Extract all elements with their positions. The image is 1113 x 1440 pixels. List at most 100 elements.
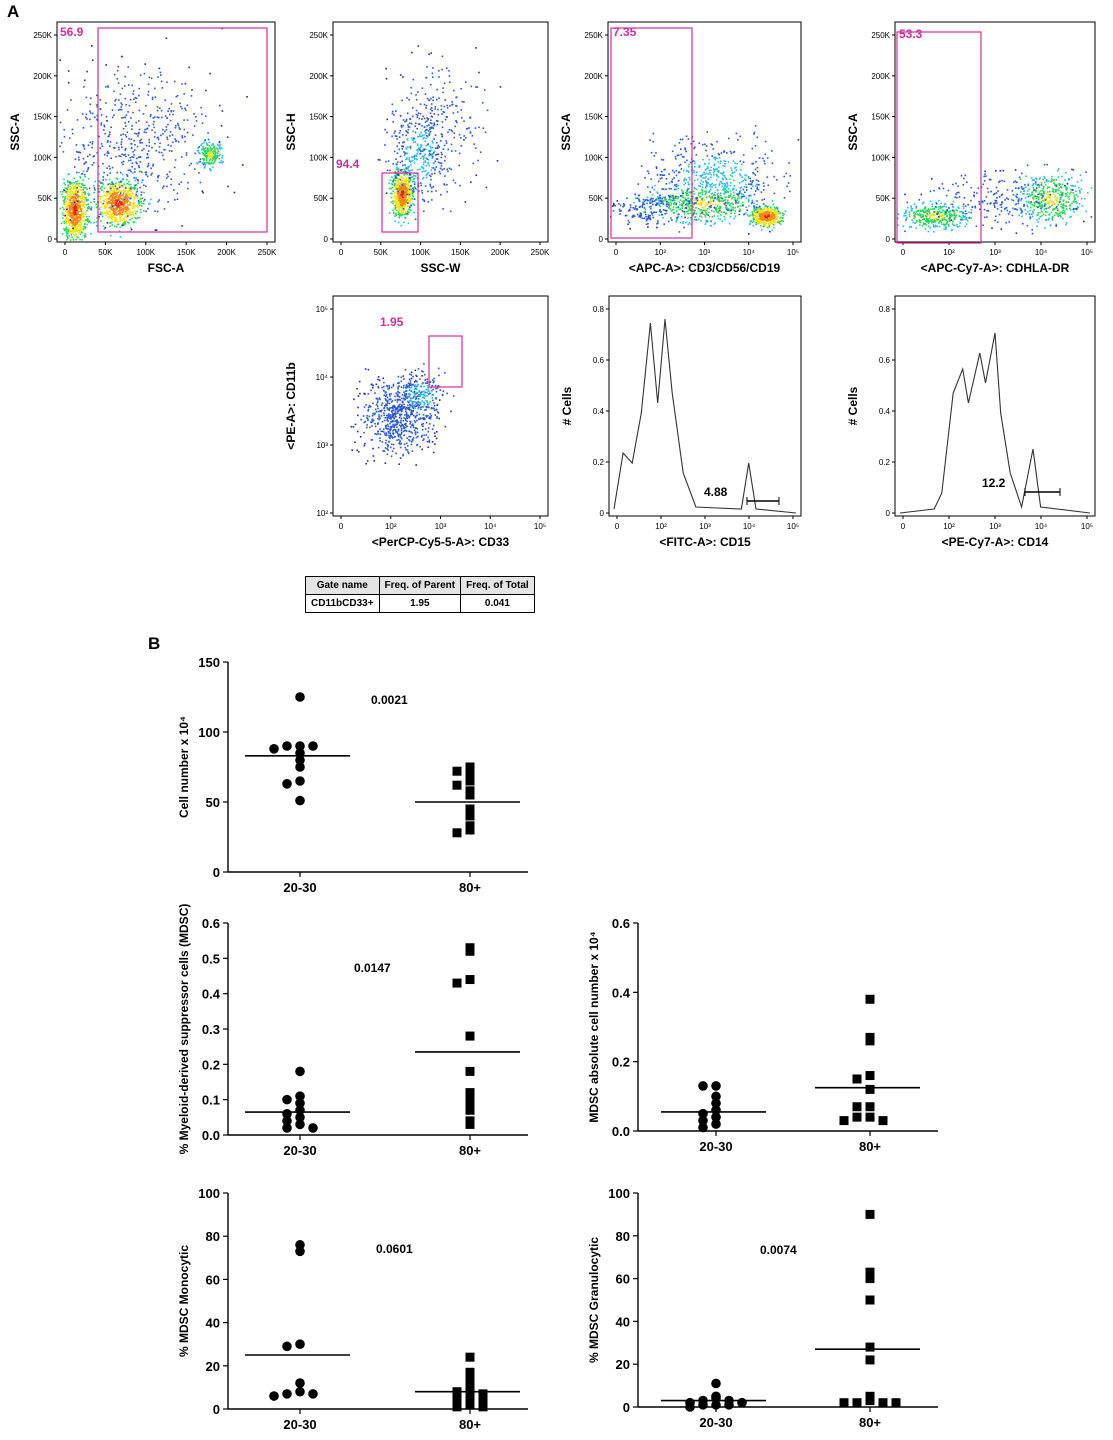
event-dot — [916, 220, 918, 222]
event-dot — [400, 188, 402, 190]
event-dot — [415, 122, 417, 125]
event-dot — [768, 225, 770, 228]
event-dot — [652, 197, 654, 200]
event-dot — [777, 216, 779, 218]
event-dot — [443, 111, 445, 114]
event-dot — [760, 221, 762, 224]
x-tick-label: 150K — [451, 248, 470, 257]
event-dot — [68, 173, 70, 175]
event-dot — [686, 210, 689, 212]
event-dot — [949, 215, 952, 217]
event-dot — [666, 205, 668, 208]
event-dot — [445, 142, 448, 144]
event-dot — [394, 188, 396, 191]
event-dot — [70, 197, 73, 200]
event-dot — [441, 126, 444, 129]
event-dot — [441, 113, 443, 115]
event-dot — [407, 132, 409, 134]
event-dot — [117, 211, 119, 213]
event-dot — [441, 153, 443, 156]
event-dot — [721, 197, 723, 200]
event-dot — [106, 192, 108, 194]
event-dot — [643, 203, 646, 206]
event-dot — [209, 146, 212, 149]
event-dot — [952, 211, 955, 213]
event-dot — [127, 200, 130, 202]
event-dot — [757, 207, 760, 209]
event-dot — [122, 205, 125, 208]
event-dot — [121, 184, 123, 187]
event-dot — [154, 142, 156, 145]
event-dot — [695, 174, 698, 177]
event-dot — [193, 168, 196, 170]
x-axis-label: SSC-W — [421, 261, 462, 275]
event-dot — [706, 208, 709, 210]
event-dot — [779, 217, 781, 220]
event-dot — [716, 157, 718, 159]
event-dot — [131, 125, 133, 127]
event-dot — [701, 174, 704, 176]
event-dot — [390, 187, 393, 190]
event-dot — [724, 160, 727, 163]
event-dot — [69, 199, 72, 201]
event-dot — [136, 162, 138, 165]
event-dot — [125, 155, 127, 158]
event-dot — [649, 214, 651, 217]
event-dot — [771, 150, 773, 152]
event-dot — [407, 179, 409, 181]
event-dot — [460, 137, 462, 139]
event-dot — [112, 206, 114, 208]
event-dot — [932, 208, 934, 210]
event-dot — [486, 109, 489, 112]
event-dot — [122, 133, 124, 136]
event-dot — [135, 184, 138, 186]
event-dot — [964, 212, 966, 215]
event-dot — [71, 236, 73, 239]
event-dot — [103, 153, 106, 156]
event-dot — [81, 197, 83, 199]
event-dot — [134, 184, 136, 187]
event-dot — [194, 116, 197, 118]
event-dot — [82, 194, 84, 197]
event-dot — [65, 191, 68, 193]
event-dot — [196, 149, 199, 152]
event-dot — [150, 174, 152, 176]
event-dot — [83, 145, 85, 148]
event-dot — [757, 188, 760, 191]
event-dot — [427, 162, 430, 164]
event-dot — [83, 148, 86, 150]
event-dot — [700, 179, 703, 182]
event-dot — [83, 220, 86, 222]
event-dot — [712, 200, 715, 202]
event-dot — [444, 155, 447, 158]
event-dot — [149, 115, 152, 118]
event-dot — [413, 198, 416, 200]
event-dot — [401, 206, 403, 208]
event-dot — [75, 212, 77, 215]
event-dot — [120, 198, 123, 200]
event-dot — [119, 200, 121, 202]
event-dot — [68, 195, 71, 197]
event-dot — [668, 205, 670, 207]
event-dot — [409, 177, 412, 179]
event-dot — [131, 156, 133, 158]
event-dot — [412, 189, 415, 191]
event-dot — [718, 206, 721, 208]
event-dot — [121, 204, 123, 206]
event-dot — [469, 131, 472, 133]
event-dot — [441, 55, 444, 58]
event-dot — [116, 78, 119, 80]
event-dot — [950, 212, 952, 215]
event-dot — [78, 221, 81, 223]
event-dot — [409, 200, 412, 202]
event-dot — [105, 214, 107, 217]
event-dot — [726, 152, 728, 154]
event-dot — [962, 214, 964, 217]
event-dot — [408, 208, 410, 210]
event-dot — [933, 207, 936, 210]
event-dot — [113, 147, 115, 149]
event-dot — [82, 205, 84, 208]
event-dot — [65, 210, 67, 212]
event-dot — [89, 110, 91, 112]
event-dot — [435, 154, 437, 156]
